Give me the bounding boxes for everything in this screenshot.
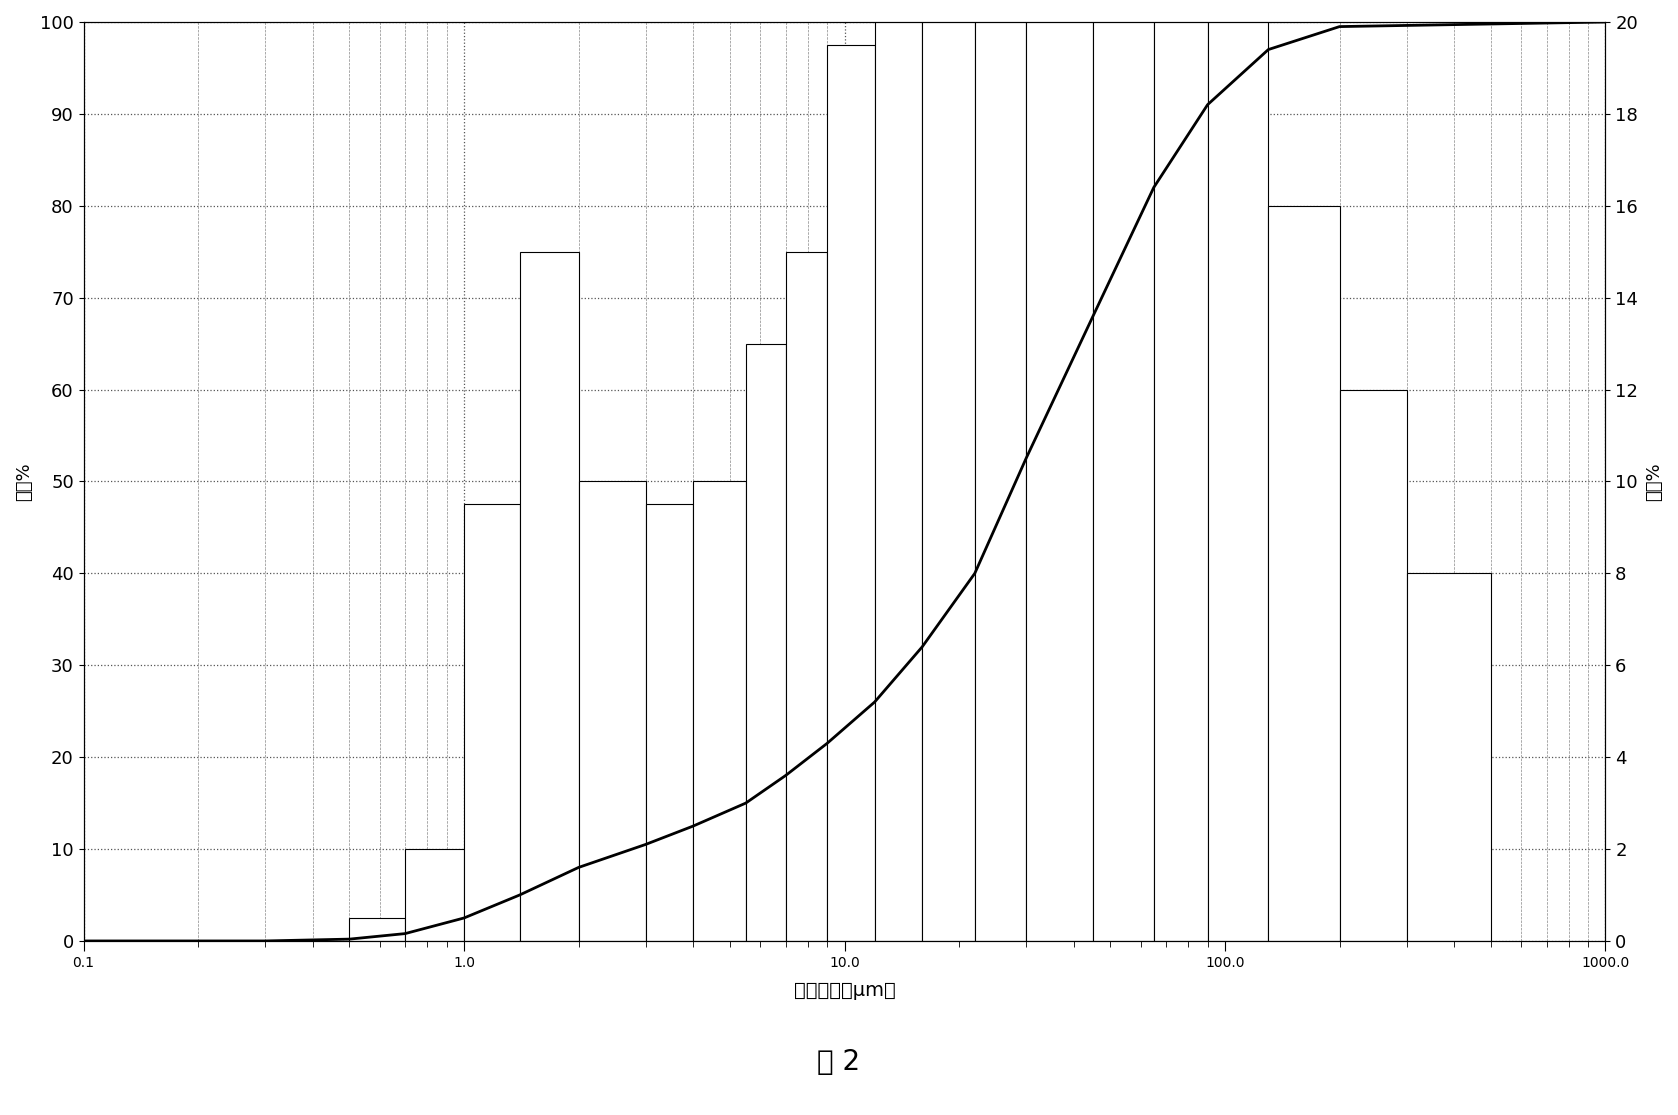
Bar	[1092, 0, 1154, 941]
Bar	[520, 252, 579, 941]
Bar	[745, 343, 785, 941]
Bar	[1406, 573, 1492, 941]
Y-axis label: 累积%: 累积%	[15, 462, 34, 501]
Bar	[465, 504, 520, 941]
Bar	[1269, 206, 1339, 941]
Bar	[404, 849, 465, 941]
Text: 图 2: 图 2	[817, 1048, 861, 1076]
Bar	[923, 0, 975, 941]
Bar	[1339, 389, 1406, 941]
Bar	[349, 918, 404, 941]
Bar	[1208, 0, 1269, 941]
Bar	[1025, 0, 1092, 941]
Bar	[579, 482, 646, 941]
Bar	[1154, 0, 1208, 941]
Bar	[975, 0, 1025, 941]
Bar	[646, 504, 693, 941]
Bar	[693, 482, 745, 941]
X-axis label: 粒径范围（μm）: 粒径范围（μm）	[794, 981, 896, 1000]
Y-axis label: 频率%: 频率%	[1644, 462, 1663, 501]
Bar	[827, 45, 874, 941]
Bar	[874, 0, 923, 941]
Bar	[785, 252, 827, 941]
